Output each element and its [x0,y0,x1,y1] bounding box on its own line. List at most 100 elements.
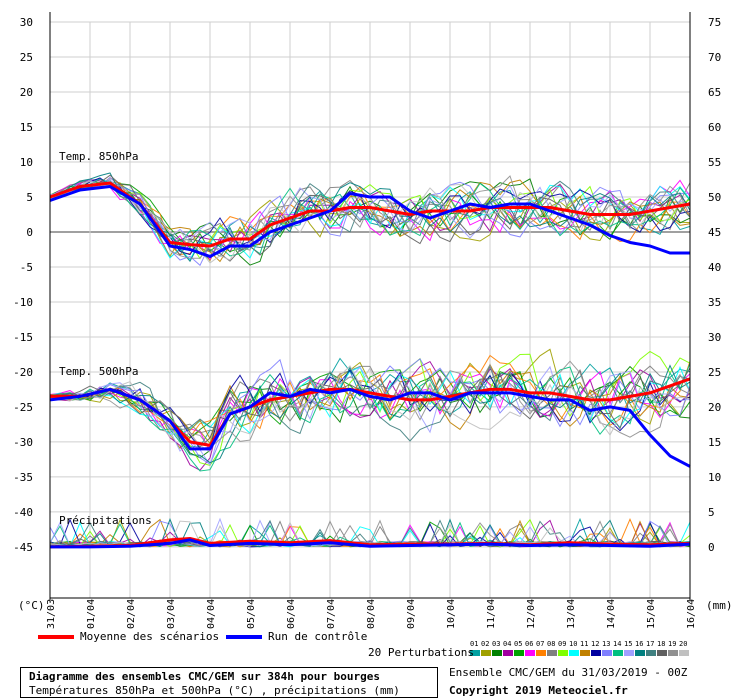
left-tick-label: 10 [20,156,33,169]
x-tick-label: 31/03 [46,599,57,629]
left-tick-label: -45 [13,541,33,554]
right-tick-label: 5 [708,506,715,519]
perturbation-number: 11 [580,640,588,648]
x-tick-label: 07/04 [326,599,337,629]
x-tick-label: 10/04 [446,599,457,629]
x-tick-label: 14/04 [606,599,617,629]
left-tick-label: -40 [13,506,33,519]
right-tick-label: 70 [708,51,721,64]
perturbation-swatch [481,650,491,656]
grid [49,21,691,598]
perturbation-swatch [547,650,557,656]
control-series-precip [50,538,691,549]
perturbation-line [49,365,691,435]
perturbation-number: 13 [602,640,610,648]
perturbation-swatch [503,650,513,656]
left-tick-label: 0 [26,226,33,239]
perturbation-number: 09 [558,640,566,648]
series-lines [49,181,691,549]
perturbation-number: 16 [635,640,643,648]
perturbation-line [49,180,691,264]
left-tick-label: -10 [13,296,33,309]
perturbation-swatch [635,650,645,656]
run-info: Ensemble CMC/GEM du 31/03/2019 - 00Z [449,666,688,679]
perturbation-line [49,367,691,448]
perturbation-swatch [613,650,623,656]
right-tick-label: 55 [708,156,721,169]
x-tick-label: 03/04 [166,599,177,629]
perturbation-line [49,360,691,449]
x-tick-label: 12/04 [526,599,537,629]
perturbation-number: 07 [536,640,544,648]
left-tick-label: -30 [13,436,33,449]
left-tick-label: 15 [20,121,33,134]
right-tick-label: 0 [708,541,715,554]
perturbation-swatch [646,650,656,656]
perturbation-swatch [602,650,612,656]
perturbation-number: 02 [481,640,489,648]
panel-label-t500: Temp. 500hPa [59,365,138,378]
left-tick-label: 20 [20,86,33,99]
perturbation-swatch [657,650,667,656]
right-tick-label: 15 [708,436,721,449]
mean-series-t850 [49,181,691,248]
perturbations-label: 20 Perturbations [368,646,474,659]
perturbation-number: 04 [503,640,511,648]
right-tick-label: 30 [708,331,721,344]
perturbation-number: 20 [679,640,687,648]
perturbation-swatch [536,650,546,656]
perturbation-swatch [624,650,634,656]
footer-subtitle: Températures 850hPa et 500hPa (°C) , pré… [29,684,400,697]
perturbation-swatch [470,650,480,656]
perturbation-number: 08 [547,640,555,648]
perturbation-number: 14 [613,640,621,648]
x-tick-label: 05/04 [246,599,257,629]
perturbation-swatch [492,650,502,656]
x-tick-label: 16/04 [686,599,697,629]
right-tick-label: 60 [708,121,721,134]
right-tick-label: 50 [708,191,721,204]
perturbation-swatch [591,650,601,656]
x-tick-label: 09/04 [406,599,417,629]
control-series-t850 [49,185,690,258]
perturbation-swatch [679,650,689,656]
x-tick-label: 11/04 [486,599,497,629]
perturbation-number: 05 [514,640,522,648]
perturbation-number: 18 [657,640,665,648]
left-tick-label: -35 [13,471,33,484]
x-tick-label: 04/04 [206,599,217,629]
perturbation-swatch [580,650,590,656]
right-tick-label: 65 [708,86,721,99]
right-tick-label: 40 [708,261,721,274]
control-series-t500 [49,387,691,468]
perturbation-number: 12 [591,640,599,648]
right-tick-label: 75 [708,16,721,29]
left-tick-label: -5 [20,261,33,274]
perturbation-line [49,179,691,261]
perturbation-number: 17 [646,640,654,648]
perturbation-line [49,178,691,261]
legend-control: Run de contrôle [226,630,367,643]
perturbation-line [49,369,691,439]
x-tick-label: 02/04 [126,599,137,629]
legend-mean: Moyenne des scénarios [38,630,219,643]
x-tick-label: 13/04 [566,599,577,629]
right-tick-label: 10 [708,471,721,484]
footer-box: Diagramme des ensembles CMC/GEM sur 384h… [20,667,438,698]
x-tick-label: 06/04 [286,599,297,629]
left-tick-label: -20 [13,366,33,379]
perturbation-swatch [558,650,568,656]
x-tick-label: 08/04 [366,599,377,629]
perturbation-line [49,178,691,257]
right-tick-label: 35 [708,296,721,309]
left-tick-label: 5 [26,191,33,204]
perturbation-swatch [668,650,678,656]
right-tick-label: 20 [708,401,721,414]
perturbation-number: 19 [668,640,676,648]
perturbation-line [49,364,691,442]
left-tick-label: -25 [13,401,33,414]
perturbation-swatch [525,650,535,656]
perturbation-number: 10 [569,640,577,648]
perturbation-line [49,358,691,465]
